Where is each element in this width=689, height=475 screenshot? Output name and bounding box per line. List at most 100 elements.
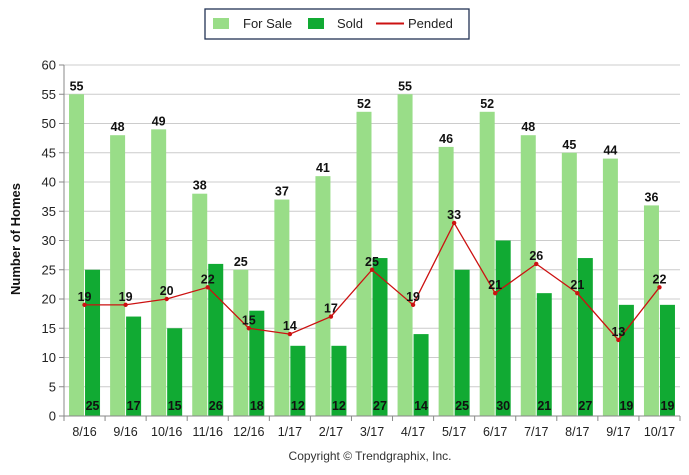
data-label-pended: 22 — [201, 272, 215, 286]
bar-sold — [495, 240, 511, 416]
data-label-pended: 19 — [406, 290, 420, 304]
data-label-sold: 17 — [127, 399, 141, 413]
data-label-pended: 22 — [653, 272, 667, 286]
bar-sold — [536, 293, 552, 416]
data-label-pended: 19 — [78, 290, 92, 304]
axis-layer: 0 5 10 15 20 25 30 35 40 45 50 55 60 8/16 9/16 10/16 11/… — [42, 58, 681, 439]
data-label-sold: 18 — [250, 399, 264, 413]
bar-sold — [126, 316, 142, 416]
x-tick-label: 7/17 — [524, 425, 548, 439]
bar-sold — [372, 258, 388, 416]
data-label-pended: 15 — [242, 313, 256, 327]
data-label-pended: 14 — [283, 319, 297, 333]
bar-for-sale — [356, 111, 372, 417]
x-tick-label: 9/17 — [606, 425, 630, 439]
legend-swatch-for-sale — [213, 18, 229, 29]
data-label-for-sale: 49 — [152, 114, 166, 128]
bar-for-sale — [397, 94, 413, 416]
pended-point — [369, 267, 375, 272]
y-tick-label: 0 — [49, 409, 56, 424]
line-layer — [82, 220, 662, 343]
data-label-pended: 25 — [365, 255, 379, 269]
y-tick-label: 20 — [42, 292, 56, 307]
x-tick-label: 10/17 — [644, 425, 675, 439]
y-tick-label: 5 — [49, 379, 56, 394]
data-label-for-sale: 55 — [70, 79, 84, 93]
data-label-for-sale: 46 — [439, 132, 453, 146]
bar-for-sale — [479, 111, 495, 417]
data-label-sold: 26 — [209, 399, 223, 413]
legend: For Sale Sold Pended — [204, 8, 470, 40]
data-label-sold: 27 — [578, 399, 592, 413]
bar-sold — [454, 269, 470, 416]
pended-point — [328, 314, 334, 319]
pended-point — [616, 337, 621, 343]
data-label-for-sale: 36 — [645, 190, 659, 204]
x-tick-label: 4/17 — [401, 425, 425, 439]
data-label-pended: 26 — [529, 249, 543, 263]
pended-point — [246, 326, 251, 331]
bar-for-sale — [315, 176, 331, 416]
data-label-sold: 12 — [332, 399, 346, 413]
pended-point — [82, 302, 87, 308]
copyright-footer: Copyright © Trendgraphix, Inc. — [289, 449, 452, 463]
pended-point — [164, 296, 169, 302]
legend-frame — [204, 8, 470, 40]
legend-swatch-sold — [308, 18, 324, 29]
bar-for-sale — [274, 199, 290, 416]
data-label-pended: 21 — [570, 278, 584, 292]
y-tick-label: 60 — [42, 58, 56, 73]
data-label-pended: 21 — [488, 278, 502, 292]
data-label-for-sale: 48 — [111, 120, 125, 134]
x-tick-label: 1/17 — [278, 425, 302, 439]
data-label-pended: 19 — [119, 290, 133, 304]
data-label-for-sale: 45 — [562, 138, 576, 152]
pended-point — [123, 302, 128, 308]
bar-sold — [618, 304, 634, 416]
data-label-sold: 15 — [168, 399, 182, 413]
bar-sold — [290, 345, 306, 416]
y-tick-label: 25 — [42, 262, 56, 277]
bar-for-sale — [110, 135, 126, 416]
bar-sold — [208, 263, 224, 416]
bar-for-sale — [643, 205, 659, 416]
data-label-sold: 19 — [619, 399, 633, 413]
y-axis-title: Number of Homes — [8, 183, 23, 295]
x-tick-label: 3/17 — [360, 425, 384, 439]
legend-label-pended: Pended — [408, 16, 453, 31]
bar-layer — [69, 94, 675, 417]
y-tick-label: 40 — [42, 175, 56, 190]
y-tick-label: 50 — [42, 116, 56, 131]
data-label-sold: 21 — [537, 399, 551, 413]
bar-for-sale — [233, 269, 249, 416]
data-label-pended: 20 — [160, 284, 174, 298]
y-tick-label: 10 — [42, 350, 56, 365]
bar-for-sale — [438, 146, 454, 416]
x-tick-label: 8/17 — [565, 425, 589, 439]
data-label-for-sale: 48 — [521, 120, 535, 134]
data-label-for-sale: 52 — [480, 97, 494, 111]
bar-for-sale — [602, 158, 618, 416]
bar-for-sale — [520, 135, 536, 416]
bar-sold — [659, 304, 675, 416]
y-tick-label: 45 — [42, 145, 56, 160]
y-tick-label: 35 — [42, 204, 56, 219]
x-tick-label: 8/16 — [72, 425, 96, 439]
y-tick-label: 55 — [42, 87, 56, 102]
bar-sold — [249, 310, 265, 416]
data-label-for-sale: 37 — [275, 185, 289, 199]
data-label-sold: 12 — [291, 399, 305, 413]
data-label-sold: 25 — [455, 399, 469, 413]
data-label-sold: 14 — [414, 399, 428, 413]
bar-for-sale — [69, 94, 85, 416]
pended-point — [451, 220, 457, 226]
data-label-sold: 30 — [496, 399, 510, 413]
x-tick-label: 11/16 — [193, 425, 223, 439]
grid-layer — [64, 64, 680, 417]
x-tick-label: 9/16 — [113, 425, 137, 439]
x-tick-label: 5/17 — [442, 425, 466, 439]
pended-point — [534, 261, 539, 267]
x-tick-label: 6/17 — [483, 425, 507, 439]
bar-sold — [85, 269, 101, 416]
